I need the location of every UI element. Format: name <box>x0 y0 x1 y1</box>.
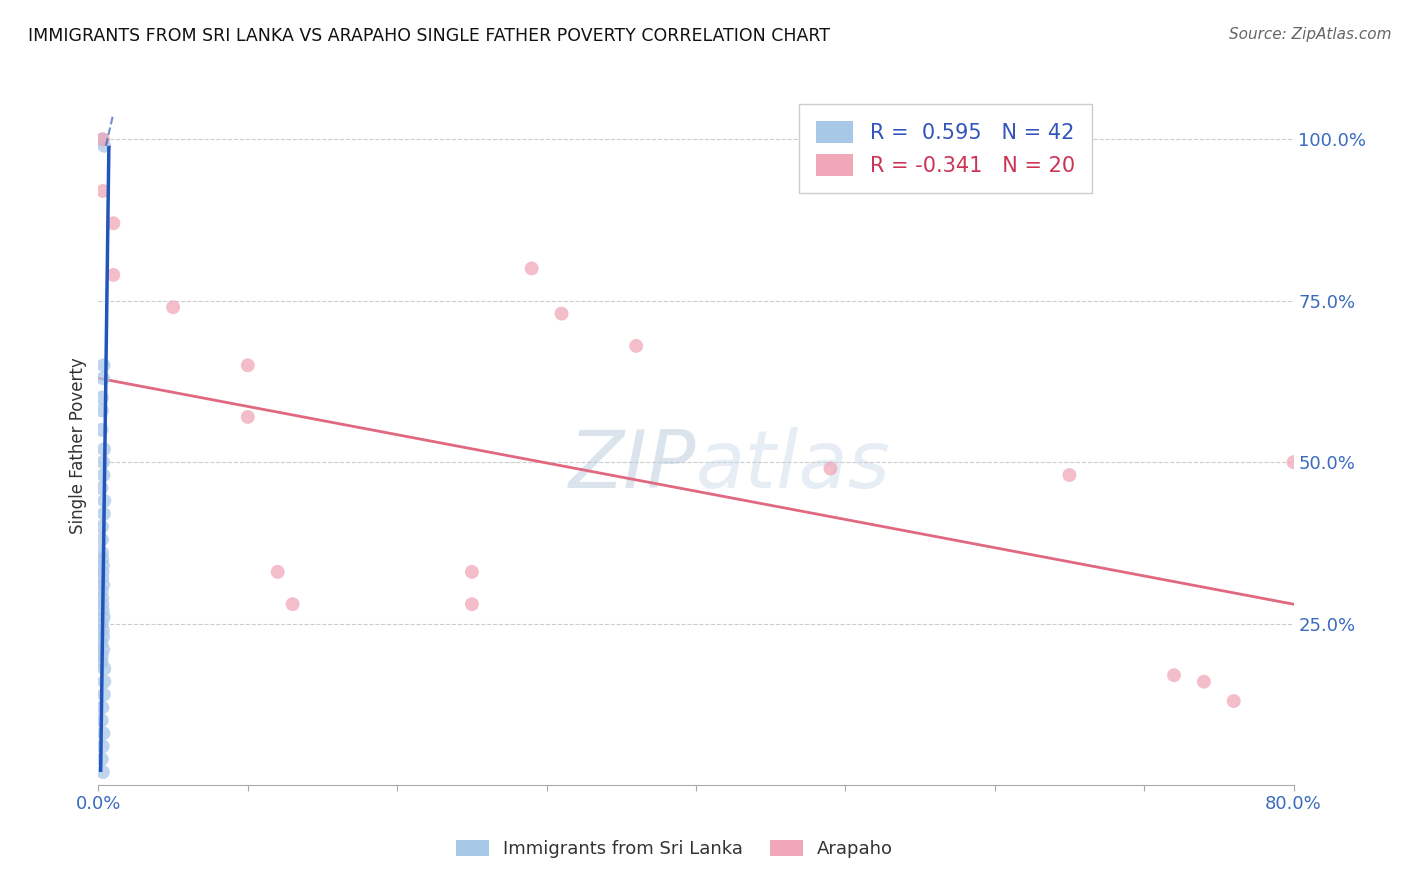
Point <box>1282 455 1305 469</box>
Point <box>1223 694 1246 708</box>
Point <box>91 739 114 754</box>
Legend: R =  0.595   N = 42, R = -0.341   N = 20: R = 0.595 N = 42, R = -0.341 N = 20 <box>799 103 1092 193</box>
Point <box>520 261 543 276</box>
Legend: Immigrants from Sri Lanka, Arapaho: Immigrants from Sri Lanka, Arapaho <box>450 832 900 865</box>
Point <box>91 765 114 780</box>
Point <box>91 578 114 592</box>
Point <box>162 300 184 314</box>
Point <box>90 403 112 417</box>
Point <box>91 552 114 566</box>
Point <box>93 507 115 521</box>
Point <box>90 423 112 437</box>
Point <box>626 339 648 353</box>
Point <box>93 688 115 702</box>
Point <box>267 565 290 579</box>
Point <box>90 636 112 650</box>
Point <box>1192 674 1215 689</box>
Point <box>91 630 114 644</box>
Point <box>281 597 304 611</box>
Point <box>91 184 114 198</box>
Point <box>90 584 112 599</box>
Point <box>236 359 259 373</box>
Point <box>236 409 259 424</box>
Text: atlas: atlas <box>696 427 891 506</box>
Point <box>90 391 112 405</box>
Point <box>91 132 114 146</box>
Point <box>90 648 112 663</box>
Point <box>1163 668 1185 682</box>
Point <box>90 655 112 669</box>
Point <box>91 565 114 579</box>
Point <box>91 623 114 637</box>
Point <box>91 545 114 559</box>
Point <box>91 591 114 605</box>
Point <box>93 674 115 689</box>
Point <box>93 662 115 676</box>
Point <box>93 610 115 624</box>
Point <box>91 642 114 657</box>
Point <box>90 752 112 766</box>
Point <box>91 371 114 385</box>
Y-axis label: Single Father Poverty: Single Father Poverty <box>69 358 87 534</box>
Point <box>91 533 114 547</box>
Point <box>820 461 842 475</box>
Point <box>90 714 112 728</box>
Point <box>93 494 115 508</box>
Point <box>91 132 114 146</box>
Point <box>91 455 114 469</box>
Text: IMMIGRANTS FROM SRI LANKA VS ARAPAHO SINGLE FATHER POVERTY CORRELATION CHART: IMMIGRANTS FROM SRI LANKA VS ARAPAHO SIN… <box>28 27 830 45</box>
Point <box>91 604 114 618</box>
Point <box>93 138 115 153</box>
Point <box>90 481 112 495</box>
Point <box>93 359 115 373</box>
Point <box>461 565 484 579</box>
Point <box>550 307 572 321</box>
Point <box>91 519 114 533</box>
Point <box>91 700 114 714</box>
Point <box>91 571 114 585</box>
Point <box>1059 468 1081 483</box>
Text: Source: ZipAtlas.com: Source: ZipAtlas.com <box>1229 27 1392 42</box>
Point <box>461 597 484 611</box>
Text: ZIP: ZIP <box>568 427 696 506</box>
Point <box>103 268 125 282</box>
Point <box>91 558 114 573</box>
Point <box>93 726 115 740</box>
Point <box>91 597 114 611</box>
Point <box>93 442 115 457</box>
Point <box>103 216 125 230</box>
Point <box>93 468 115 483</box>
Point <box>91 616 114 631</box>
